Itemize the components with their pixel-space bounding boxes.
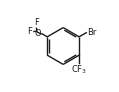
Text: O: O	[35, 29, 42, 38]
Text: Br: Br	[87, 28, 96, 37]
Text: F: F	[34, 18, 39, 27]
Text: F: F	[27, 27, 32, 36]
Text: CF$_3$: CF$_3$	[71, 63, 87, 76]
